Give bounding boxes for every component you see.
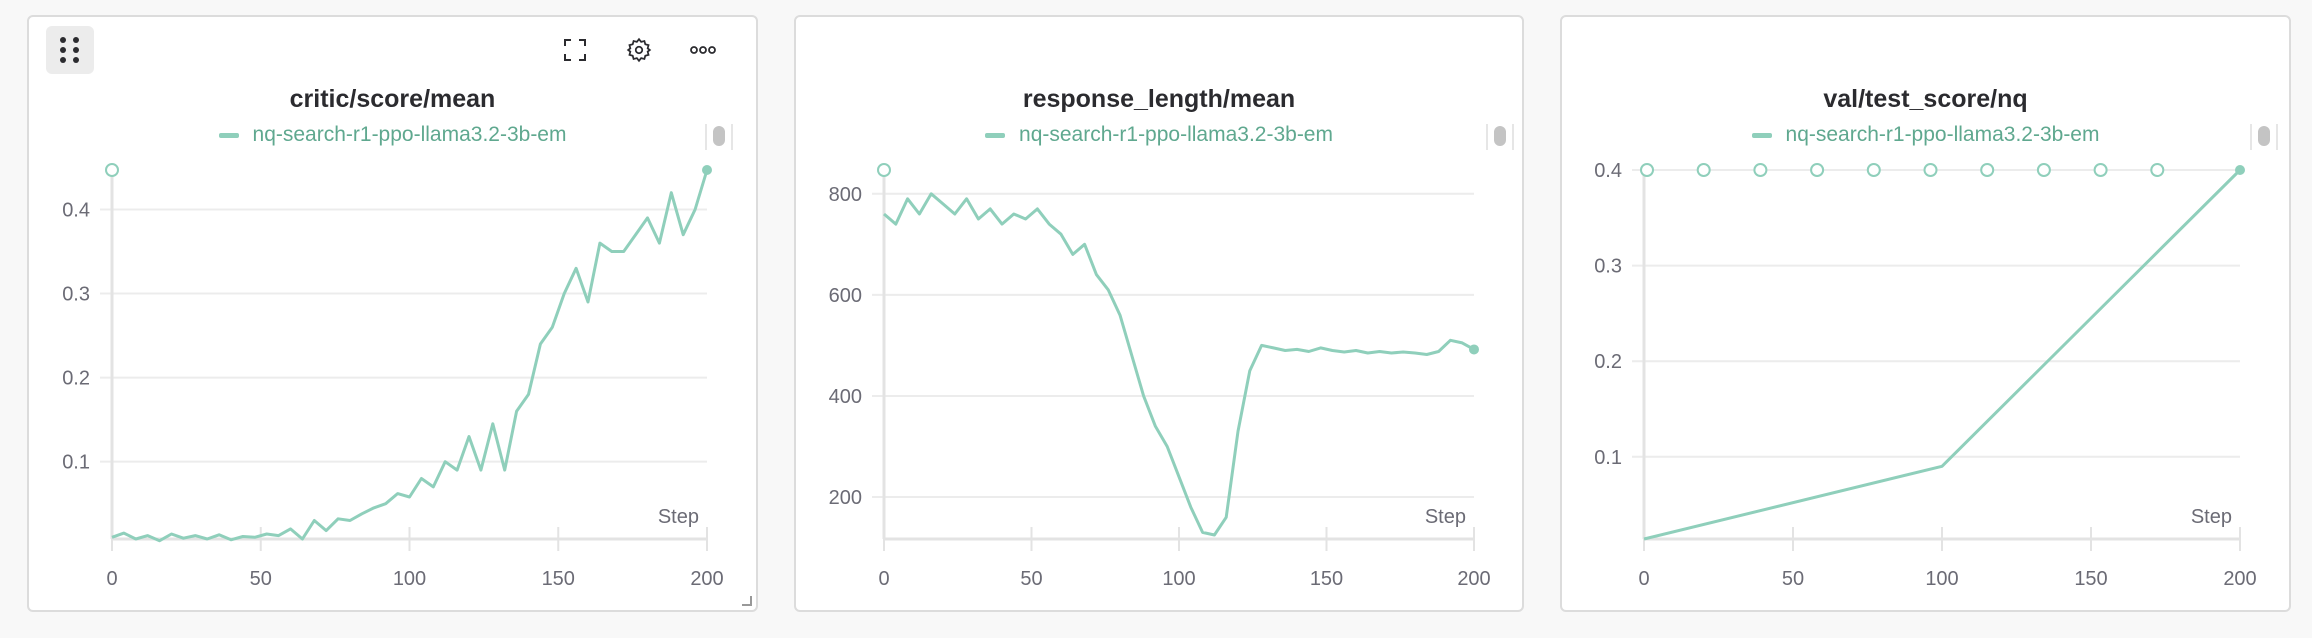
y-tick-label: 600 [829, 285, 862, 307]
x-tick-label: 0 [106, 568, 117, 590]
x-tick-label: 150 [542, 568, 575, 590]
x-tick-label: 200 [1457, 568, 1490, 590]
x-tick-label: 100 [393, 568, 426, 590]
legend-label: nq-search-r1-ppo-llama3.2-3b-em [252, 123, 567, 146]
run-marker [1753, 163, 1768, 177]
series-line [883, 192, 1475, 537]
x-axis-label: Step [2191, 506, 2232, 528]
chart-title: val/test_score/nq [1823, 85, 2028, 113]
series-endpoint [1469, 344, 1479, 355]
run-marker [1923, 163, 1938, 177]
x-axis-label: Step [1425, 506, 1466, 528]
more-horizontal-icon[interactable] [688, 35, 718, 65]
y-tick-label: 0.1 [62, 452, 90, 474]
x-tick-label: 50 [1020, 568, 1042, 590]
run-marker [1640, 163, 1654, 177]
run-marker [2150, 163, 2165, 177]
y-tick-label: 0.2 [62, 368, 90, 390]
legend-swatch [985, 132, 1006, 138]
x-tick-label: 50 [250, 568, 272, 590]
legend-item[interactable]: nq-search-r1-ppo-llama3.2-3b-em [29, 123, 756, 147]
y-tick-label: 800 [829, 184, 862, 206]
y-tick-label: 0.4 [62, 200, 90, 222]
legend-scroll-toggle[interactable] [705, 124, 733, 150]
line-chart: 200 400 600 800 0 50 100 150 200 Step [829, 163, 1491, 590]
legend-item[interactable]: nq-search-r1-ppo-llama3.2-3b-em [1562, 123, 2289, 147]
series-endpoint [702, 165, 712, 175]
chart-panel-critic-score: critic/score/mean nq-search-r1-ppo-llama… [27, 15, 758, 612]
x-tick-label: 150 [1310, 568, 1343, 590]
legend-swatch [1751, 132, 1772, 138]
chart-title: critic/score/mean [289, 85, 496, 113]
y-tick-label: 0.3 [1594, 256, 1622, 278]
chart-title: response_length/mean [1022, 85, 1296, 113]
run-marker [2093, 163, 2108, 177]
run-marker [1980, 163, 1995, 177]
series-line [111, 169, 709, 543]
chart-panel-response-length: response_length/mean nq-search-r1-ppo-ll… [794, 15, 1524, 612]
legend-label: nq-search-r1-ppo-llama3.2-3b-em [1019, 123, 1333, 146]
start-marker [877, 163, 891, 177]
chart-panel-val-test-score: val/test_score/nq nq-search-r1-ppo-llama… [1560, 15, 2291, 612]
x-tick-label: 100 [1925, 568, 1958, 590]
legend-item[interactable]: nq-search-r1-ppo-llama3.2-3b-em [796, 123, 1522, 147]
legend-scroll-toggle[interactable] [2250, 124, 2278, 150]
line-chart: 0.1 0.2 0.3 0.4 0 50 100 150 200 Step [62, 163, 724, 590]
series-endpoint [2235, 165, 2245, 175]
x-tick-label: 150 [2074, 568, 2107, 590]
y-tick-label: 0.2 [1594, 351, 1622, 373]
x-axis-label: Step [658, 506, 699, 528]
x-tick-label: 0 [878, 568, 889, 590]
y-tick-label: 400 [829, 386, 862, 408]
x-tick-label: 100 [1162, 568, 1195, 590]
y-tick-label: 0.1 [1594, 447, 1622, 469]
gear-icon[interactable] [624, 35, 654, 65]
x-tick-label: 0 [1638, 568, 1649, 590]
run-marker [2036, 163, 2051, 177]
run-marker [1866, 163, 1881, 177]
x-tick-label: 200 [690, 568, 723, 590]
run-marker [1810, 163, 1825, 177]
x-tick-label: 50 [1782, 568, 1804, 590]
drag-handle-icon[interactable] [46, 26, 94, 74]
y-tick-label: 0.3 [62, 284, 90, 306]
legend-label: nq-search-r1-ppo-llama3.2-3b-em [1785, 123, 2100, 146]
legend-swatch [218, 132, 239, 138]
fullscreen-icon[interactable] [560, 35, 590, 65]
y-tick-label: 0.4 [1594, 160, 1622, 182]
series-line [1643, 168, 2242, 541]
y-tick-label: 200 [829, 487, 862, 509]
start-marker [105, 163, 119, 177]
legend-scroll-toggle[interactable] [1486, 124, 1514, 150]
line-chart: 0.1 0.2 0.3 0.4 0 50 100 150 200 Step [1594, 160, 2257, 590]
resize-handle-icon[interactable] [742, 596, 752, 606]
run-marker [1696, 163, 1711, 177]
x-tick-label: 200 [2223, 568, 2256, 590]
